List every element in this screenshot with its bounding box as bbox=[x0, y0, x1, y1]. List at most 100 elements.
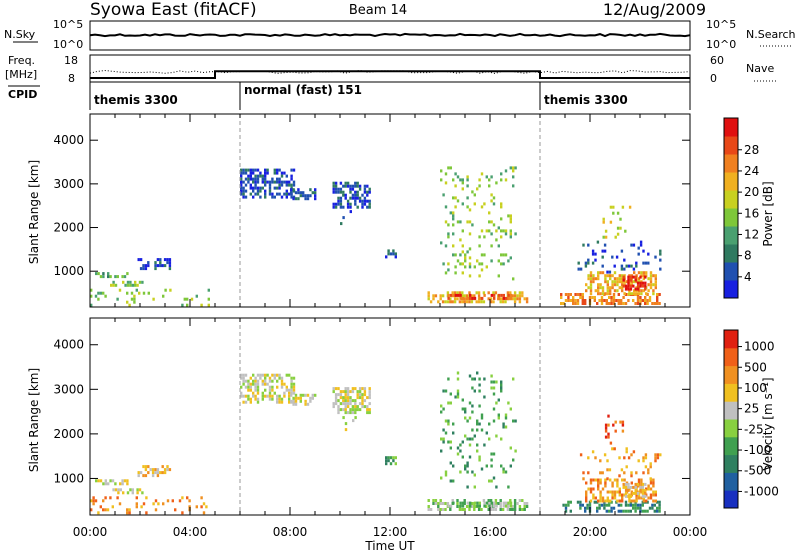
heatmap-cell bbox=[344, 387, 347, 391]
heatmap-cell bbox=[492, 300, 495, 304]
heatmap-cell bbox=[490, 199, 493, 203]
heatmap-cell bbox=[456, 259, 460, 263]
heatmap-cell bbox=[654, 459, 657, 463]
heatmap-cell bbox=[594, 258, 597, 262]
heatmap-cell bbox=[614, 235, 617, 239]
heatmap-cell bbox=[641, 509, 644, 513]
heatmap-cell bbox=[477, 508, 481, 511]
heatmap-cell bbox=[464, 434, 467, 438]
heatmap-cell bbox=[456, 389, 460, 393]
heatmap-cell bbox=[601, 499, 605, 503]
heatmap-cell bbox=[630, 499, 633, 503]
heatmap-cell bbox=[118, 502, 122, 506]
heatmap-cell bbox=[648, 296, 652, 299]
heatmap-cell bbox=[494, 508, 498, 511]
heatmap-cell bbox=[478, 455, 481, 459]
heatmap-cell bbox=[354, 408, 357, 412]
heatmap-cell bbox=[368, 202, 371, 206]
heatmap-cell bbox=[290, 399, 293, 403]
heatmap-cell bbox=[351, 193, 355, 197]
heatmap-cell bbox=[574, 302, 577, 305]
heatmap-cell bbox=[509, 508, 512, 511]
heatmap-cell bbox=[621, 429, 625, 433]
heatmap-cell bbox=[627, 278, 630, 282]
heatmap-cell bbox=[280, 174, 284, 178]
heatmap-cell bbox=[525, 297, 529, 301]
heatmap-cell bbox=[468, 416, 472, 420]
heatmap-cell bbox=[466, 178, 469, 182]
heatmap-cell bbox=[607, 414, 610, 418]
heatmap-cell bbox=[494, 291, 498, 295]
heatmap-cell bbox=[511, 294, 514, 298]
heatmap-cell bbox=[147, 264, 150, 268]
heatmap-cell bbox=[126, 482, 129, 486]
heatmap-cell bbox=[514, 449, 517, 453]
heatmap-cell bbox=[452, 178, 455, 182]
heatmap-cell bbox=[285, 385, 288, 389]
heatmap-cell bbox=[644, 482, 647, 486]
heatmap-cell bbox=[646, 293, 649, 296]
heatmap-cell bbox=[618, 277, 621, 281]
heatmap-cell bbox=[441, 502, 445, 505]
heatmap-cell bbox=[492, 196, 496, 200]
heatmap-cell bbox=[256, 385, 260, 389]
heatmap-cell bbox=[126, 280, 130, 284]
cpid-segment-2: normal (fast) 151 bbox=[244, 83, 362, 97]
heatmap-cell bbox=[440, 404, 443, 408]
heatmap-cell bbox=[288, 400, 291, 404]
heatmap-cell bbox=[618, 487, 621, 491]
heatmap-cell bbox=[144, 267, 148, 271]
heatmap-cell bbox=[616, 499, 619, 503]
heatmap-cell bbox=[487, 297, 490, 301]
heatmap-cell bbox=[354, 202, 357, 206]
heatmap-cell bbox=[607, 432, 610, 436]
heatmap-cell bbox=[613, 447, 616, 451]
heatmap-cell bbox=[163, 264, 167, 268]
heatmap-cell bbox=[356, 390, 359, 394]
heatmap-cell bbox=[392, 249, 395, 253]
heatmap-cell bbox=[254, 382, 257, 386]
heatmap-cell bbox=[429, 300, 433, 304]
heatmap-cell bbox=[604, 277, 607, 281]
heatmap-cell bbox=[591, 296, 594, 299]
heatmap-cell bbox=[644, 509, 647, 513]
heatmap-cell bbox=[314, 197, 317, 201]
y-tick-label: 1000 bbox=[53, 264, 84, 278]
heatmap-cell bbox=[254, 177, 257, 181]
heatmap-cell bbox=[344, 411, 347, 415]
heatmap-cell bbox=[188, 499, 191, 503]
heatmap-cell bbox=[468, 437, 472, 441]
heatmap-cell bbox=[142, 264, 145, 268]
heatmap-cell bbox=[339, 396, 343, 400]
heatmap-cell bbox=[456, 395, 460, 399]
heatmap-cell bbox=[597, 484, 600, 488]
heatmap-cell bbox=[635, 280, 638, 284]
heatmap-cell bbox=[476, 443, 479, 447]
heatmap-cell bbox=[342, 193, 345, 197]
heatmap-cell bbox=[256, 177, 260, 181]
heatmap-cell bbox=[256, 382, 260, 386]
heatmap-cell bbox=[337, 199, 340, 203]
heatmap-cell bbox=[518, 291, 522, 295]
heatmap-cell bbox=[654, 499, 657, 503]
heatmap-cell bbox=[513, 499, 517, 502]
heatmap-cell bbox=[574, 293, 577, 296]
heatmap-cell bbox=[145, 496, 148, 500]
heatmap-cell bbox=[487, 499, 490, 502]
heatmap-cell bbox=[504, 300, 507, 304]
heatmap-cell bbox=[473, 434, 476, 438]
heatmap-cell bbox=[454, 172, 457, 176]
heatmap-cell bbox=[256, 397, 260, 401]
heatmap-cell bbox=[654, 493, 657, 497]
heatmap-cell bbox=[642, 271, 645, 275]
heatmap-cell bbox=[480, 262, 484, 266]
heatmap-cell bbox=[344, 399, 347, 403]
heatmap-cell bbox=[126, 272, 129, 276]
heatmap-cell bbox=[268, 376, 272, 380]
heatmap-cell bbox=[446, 291, 450, 295]
heatmap-cell bbox=[644, 281, 647, 285]
heatmap-cell bbox=[647, 487, 650, 491]
heatmap-cell bbox=[138, 280, 142, 284]
heatmap-cell bbox=[256, 192, 260, 196]
heatmap-cell bbox=[593, 299, 596, 302]
